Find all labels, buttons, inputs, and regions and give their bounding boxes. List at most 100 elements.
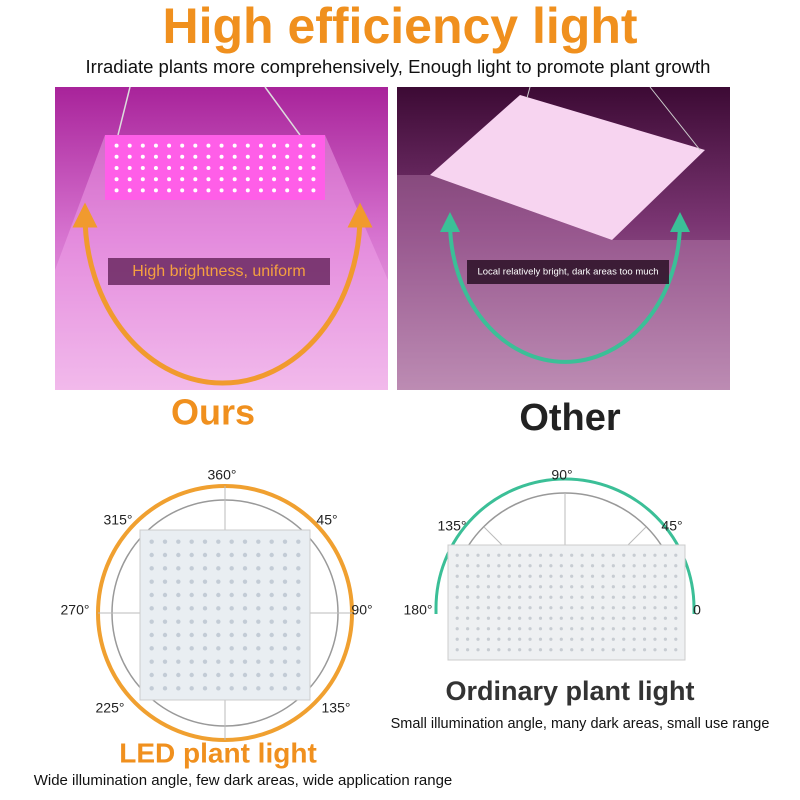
led-dot — [507, 595, 511, 599]
led-dot — [258, 188, 263, 193]
led-dot — [642, 627, 647, 631]
led-dot — [528, 606, 532, 610]
led-dot — [202, 606, 208, 611]
led-dot — [549, 648, 553, 652]
led-dot — [162, 579, 168, 584]
led-dot — [282, 672, 288, 678]
led-dot — [149, 632, 154, 638]
led-dot — [601, 606, 605, 610]
led-dot — [590, 595, 595, 599]
led-dot — [518, 553, 522, 557]
led-dot — [242, 659, 248, 664]
led-dot — [590, 627, 595, 631]
led-dot — [601, 648, 605, 652]
led-dot — [272, 166, 277, 170]
led-dot — [570, 616, 574, 620]
led-dot — [216, 619, 221, 624]
led-dot — [256, 632, 261, 638]
led-dot — [162, 632, 168, 638]
led-dot — [298, 188, 303, 193]
led-dot — [559, 564, 563, 568]
led-dot — [653, 595, 657, 599]
led-dot — [149, 672, 154, 678]
led-dot — [497, 553, 501, 557]
led-dot — [285, 154, 290, 159]
led-dot — [206, 177, 211, 182]
led-dot — [219, 154, 224, 159]
led-dot — [216, 566, 221, 571]
led-dot — [674, 595, 678, 599]
led-dot — [466, 606, 470, 610]
led-dot — [269, 619, 274, 624]
led-dot — [176, 606, 181, 611]
led-dot — [622, 585, 626, 589]
ours-label: Ours — [171, 392, 255, 433]
led-dot — [282, 579, 288, 584]
led-dot — [202, 566, 208, 571]
led-dot — [162, 672, 168, 678]
led-dot — [229, 579, 234, 584]
led-dot — [642, 637, 647, 641]
led-dot — [127, 166, 132, 170]
led-dot — [486, 606, 491, 610]
led-dot — [140, 177, 145, 182]
led-dot — [497, 637, 501, 641]
led-dot — [601, 585, 605, 589]
led-dot — [590, 574, 595, 578]
led-dot — [466, 595, 470, 599]
led-dot — [570, 627, 574, 631]
led-dot — [298, 154, 303, 159]
led-dot — [528, 553, 532, 557]
led-dot — [455, 574, 459, 578]
led-dot — [622, 627, 626, 631]
led-dot — [507, 616, 511, 620]
led-dot — [455, 564, 459, 568]
led-dot — [518, 574, 522, 578]
led-dot — [653, 648, 657, 652]
led-dot — [189, 579, 194, 584]
led-dot — [176, 672, 181, 678]
led-dot — [632, 637, 636, 641]
led-dot — [256, 579, 261, 584]
led-dot — [140, 166, 145, 170]
led-dot — [229, 566, 234, 571]
led-dot — [229, 646, 234, 651]
led-dot — [162, 539, 168, 544]
led-dot — [258, 143, 263, 148]
led-dot — [580, 616, 584, 620]
led-dot — [189, 592, 194, 598]
led-dot — [642, 585, 647, 589]
led-dot — [601, 564, 605, 568]
led-dot — [611, 553, 615, 557]
led-dot — [256, 552, 261, 558]
led-dot — [601, 595, 605, 599]
led-dot — [216, 646, 221, 651]
led-dot — [242, 579, 248, 584]
led-dot — [559, 574, 563, 578]
led-dot — [549, 585, 553, 589]
led-dot — [285, 143, 290, 148]
led-dot — [176, 686, 181, 691]
led-dot — [476, 616, 480, 620]
led-dot — [229, 672, 234, 678]
led-dot — [518, 648, 522, 652]
led-dot — [497, 574, 501, 578]
led-dot — [674, 616, 678, 620]
led-dot — [229, 552, 234, 558]
led-dot — [256, 606, 261, 611]
angle-label: 360° — [208, 467, 237, 483]
angle-label: 135° — [322, 700, 351, 716]
led-dot — [590, 637, 595, 641]
led-dot — [206, 154, 211, 159]
led-dot — [162, 646, 168, 651]
led-dot — [149, 579, 154, 584]
ours-photo: High brightness, uniform — [55, 86, 388, 390]
led-dot — [559, 648, 563, 652]
led-dot — [528, 585, 532, 589]
led-dot — [282, 632, 288, 638]
led-dot — [570, 574, 574, 578]
led-dot — [282, 592, 288, 598]
led-dot — [202, 632, 208, 638]
led-dot — [189, 566, 194, 571]
led-dot — [256, 566, 261, 571]
